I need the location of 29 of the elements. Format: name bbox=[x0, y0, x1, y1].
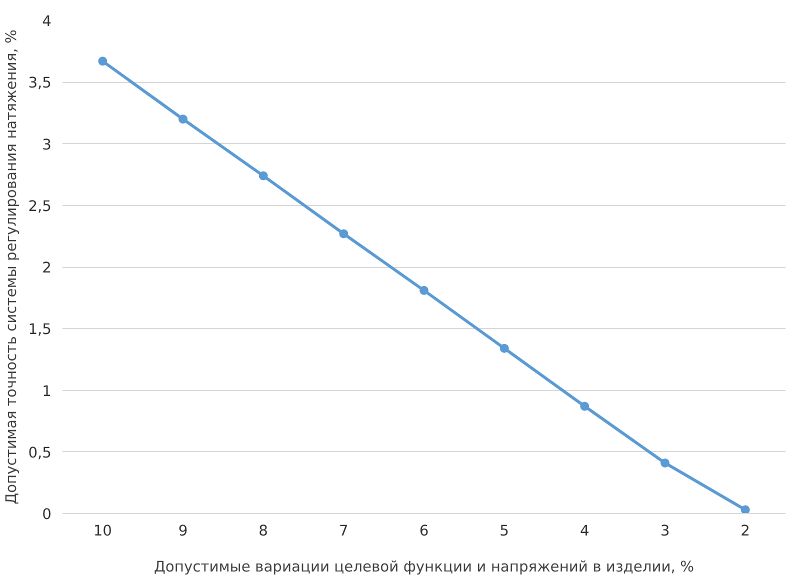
x-tick-label: 9 bbox=[178, 522, 188, 540]
x-tick-label: 7 bbox=[339, 522, 348, 540]
x-tick-label: 8 bbox=[258, 522, 268, 540]
y-tick-label: 4 bbox=[42, 13, 52, 30]
x-tick-label: 2 bbox=[740, 522, 750, 540]
x-tick-label: 6 bbox=[419, 522, 429, 540]
point bbox=[740, 505, 750, 514]
x-tick-label: 3 bbox=[660, 522, 670, 540]
y-tick-label: 3,5 bbox=[28, 74, 52, 92]
y-axis-title: Допустимая точность системы регулирования натяжения, % bbox=[3, 30, 20, 504]
y-tick-label: 3 bbox=[42, 136, 52, 154]
x-tick-label: 5 bbox=[500, 522, 509, 540]
point bbox=[178, 114, 188, 124]
y-tick-label: 1 bbox=[42, 382, 52, 400]
x-axis-title: Допустимые вариации целевой функции и напряжений в изделии, % bbox=[154, 558, 694, 576]
point bbox=[98, 56, 108, 66]
y-tick-label: 2,5 bbox=[28, 198, 52, 215]
y-tick-label: 2 bbox=[42, 260, 52, 276]
point bbox=[420, 286, 428, 295]
point bbox=[258, 171, 268, 180]
x-tick-label: 10 bbox=[93, 522, 112, 540]
point bbox=[580, 402, 590, 411]
point bbox=[500, 344, 509, 353]
x-tick-label: 4 bbox=[580, 522, 590, 540]
point bbox=[339, 229, 348, 238]
point bbox=[660, 458, 670, 468]
y-tick-label: 0 bbox=[42, 506, 52, 523]
y-tick-label: 1,5 bbox=[28, 321, 52, 338]
y-tick-label: 0,5 bbox=[28, 444, 52, 462]
